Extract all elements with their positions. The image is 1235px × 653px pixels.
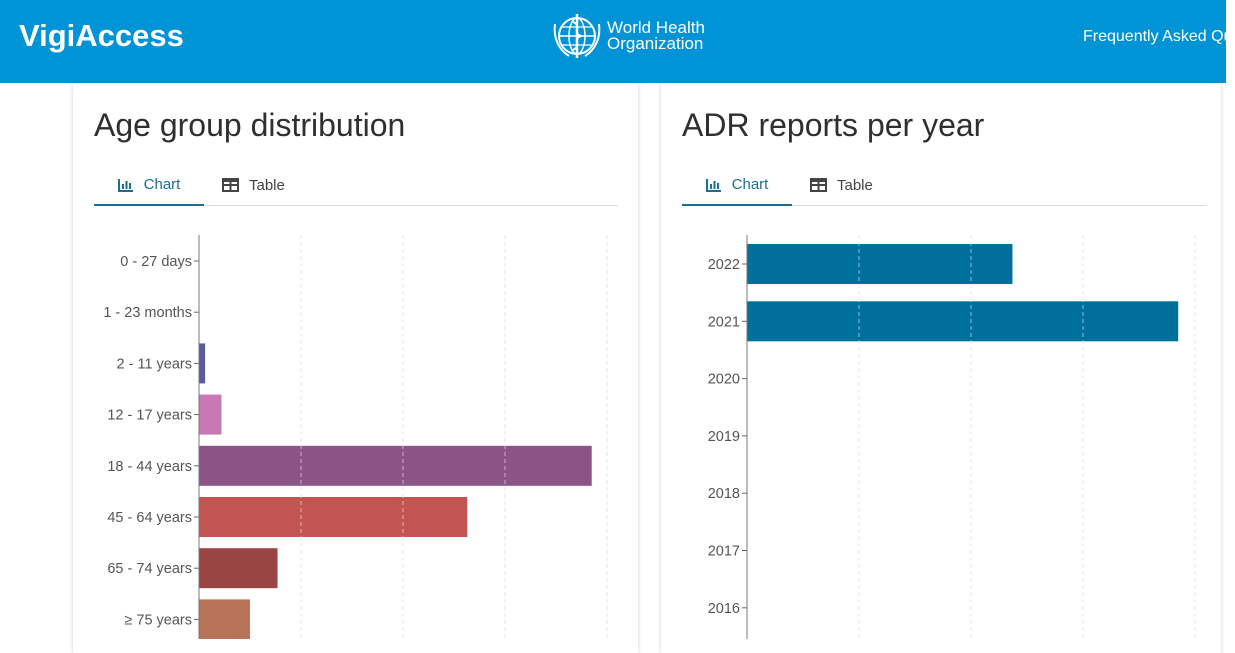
brand-logo[interactable]: VigiAccess (19, 18, 184, 53)
y-tick-label: 2017 (708, 544, 740, 560)
y-tick-label: 0 - 27 days (120, 254, 192, 270)
y-tick-label: 2 - 11 years (117, 356, 193, 372)
adr-tab-chart-label: Chart (731, 176, 769, 193)
y-tick-label: 2016 (708, 601, 740, 617)
y-tick-label: 1 - 23 months (103, 305, 192, 321)
y-tick-label: 2018 (708, 486, 740, 502)
age-tab-table-label: Table (249, 176, 285, 194)
bar-45-64-years (199, 497, 468, 537)
bar-12-17-years (199, 394, 222, 435)
bar-chart-icon (705, 178, 722, 192)
right-gutter (1226, 0, 1235, 639)
bar-2021 (747, 301, 1179, 342)
y-tick-label: 2019 (708, 429, 740, 445)
top-header: VigiAccess World Health Organization Fre… (0, 0, 1226, 83)
adr-tab-chart[interactable]: Chart (682, 165, 792, 206)
bar-2-11-years (199, 343, 206, 384)
age-group-chart: 0 - 27 days 1 - 23 months 2 - 11 years 12 -… (103, 235, 608, 639)
y-tick-label: 12 - 17 years (107, 408, 192, 424)
y-tick-label: 18 - 44 years (107, 459, 192, 475)
y-tick-label: 2021 (708, 314, 740, 330)
adr-card-title: ADR reports per year (682, 107, 985, 143)
age-card-tabs: Chart Table (94, 165, 618, 206)
y-tick-label: ≥ 75 years (124, 612, 192, 628)
age-tab-table[interactable]: Table (222, 165, 285, 205)
adr-card-tabs: Chart Table (682, 165, 1207, 206)
bar-2022 (747, 244, 1013, 284)
bar-65-74-years (199, 548, 278, 589)
adr-tab-table[interactable]: Table (810, 165, 873, 205)
age-tab-chart[interactable]: Chart (94, 165, 204, 206)
adr-per-year-card: ADR reports per year Chart Table 2022 202… (661, 83, 1221, 653)
bar-18-44-years (199, 445, 592, 486)
y-tick-label: 65 - 74 years (107, 561, 192, 577)
bar-chart-icon (117, 178, 134, 192)
age-group-card: Age group distribution Chart Table 0 - 2… (73, 83, 638, 653)
who-text-line2: Organization (607, 34, 704, 53)
y-tick-label: 2022 (708, 257, 740, 273)
table-icon (222, 178, 239, 192)
who-emblem-icon (553, 14, 601, 58)
table-icon (810, 178, 827, 192)
adr-tab-table-label: Table (837, 176, 873, 194)
age-tab-chart-label: Chart (143, 176, 181, 193)
who-text-line1: World Health (607, 18, 705, 37)
who-wordmark: World Health Organization (607, 18, 705, 53)
y-tick-label: 45 - 64 years (107, 510, 192, 526)
who-logo[interactable]: World Health Organization (551, 11, 705, 61)
faq-link[interactable]: Frequently Asked Questions (1083, 28, 1226, 45)
y-tick-label: 2020 (708, 372, 740, 388)
age-card-title: Age group distribution (94, 107, 406, 143)
bar--75-years (199, 599, 250, 639)
adr-per-year-chart: 2022 2021 2020 2019 2018 2017 2016 (708, 235, 1196, 639)
